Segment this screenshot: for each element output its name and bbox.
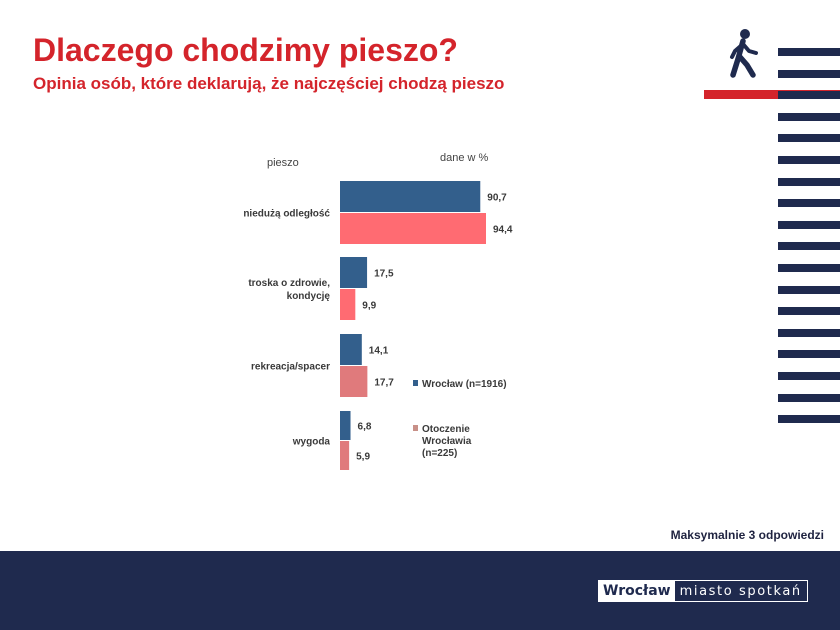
data-label: 17,7 [374,378,394,389]
category-label: wygoda [292,437,331,448]
bar-series-2 [340,213,486,244]
crosswalk-stripe [778,328,840,337]
bar-series-2 [340,441,350,470]
data-label: 6,8 [358,422,372,433]
crosswalk-stripes [778,48,840,430]
crosswalk-stripe [778,285,840,294]
crosswalk-stripe [778,134,840,143]
category-label: niedużą odległość [243,209,330,220]
logo-brand: Wrocław [599,581,675,601]
legend-marker-series-2 [413,425,418,431]
slide-subtitle: Opinia osób, które deklarują, że najczęś… [33,74,505,93]
crosswalk-stripe [778,415,840,424]
bar-series-1 [340,334,362,365]
bar-series-1 [340,411,351,440]
crosswalk-stripe [778,220,840,229]
walking-person-icon [730,29,758,78]
crosswalk-stripe [778,350,840,359]
bar-series-1 [340,181,481,212]
data-label: 94,4 [493,225,513,236]
crosswalk-stripe [778,48,840,56]
crosswalk-stripe [778,199,840,208]
crosswalk-stripe [778,372,840,380]
data-label: 90,7 [487,193,507,204]
chart-header-right: dane w % [440,152,489,164]
crosswalk-stripe [778,156,840,164]
legend-label-series-1: Wrocław (n=1916) [422,379,507,390]
chart-header-left: pieszo [267,157,299,169]
crosswalk-stripe [778,177,840,186]
crosswalk-stripe [778,393,840,402]
city-logo: Wrocław miasto spotkań [598,580,808,602]
footer-band [0,551,840,630]
bar-series-2 [340,366,368,397]
crosswalk-stripe [778,264,840,272]
red-accent-bar [704,90,840,99]
legend-label-series-2: Otoczenie Wrocławia (n=225) [422,424,472,459]
bar-series-2 [340,289,356,320]
crosswalk-stripe [778,91,840,100]
data-label: 9,9 [362,301,376,312]
footnote: Maksymalnie 3 odpowiedzi [670,528,824,542]
logo-tagline: miasto spotkań [679,583,802,599]
crosswalk-stripe [778,69,840,78]
crosswalk-stripe [778,112,840,121]
data-label: 14,1 [369,346,389,357]
data-label: 17,5 [374,269,394,280]
crosswalk-stripe [778,242,840,251]
crosswalk-stripe [778,307,840,316]
category-label: rekreacja/spacer [251,362,330,373]
slide-title: Dlaczego chodzimy pieszo? [33,32,458,68]
data-label: 5,9 [356,452,370,463]
bar-chart: pieszo dane w % niedużą odległość troska o … [243,152,513,470]
category-label: troska o zdrowie, kondycję [248,278,330,302]
bar-series-1 [340,257,368,288]
legend-marker-series-1 [413,380,418,386]
